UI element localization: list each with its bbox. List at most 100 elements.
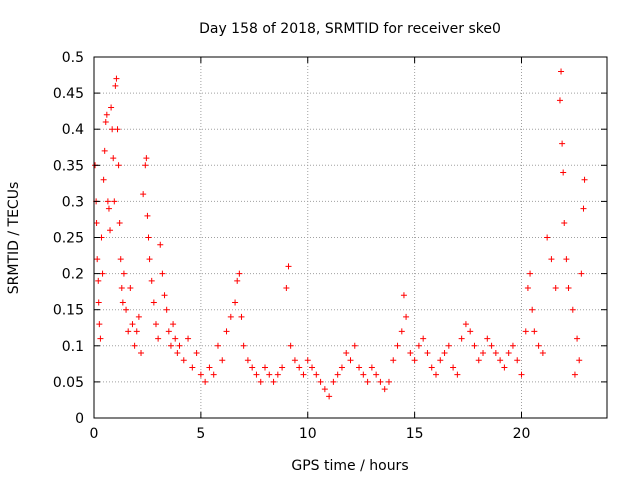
data-point [227,313,234,320]
y-tick-label: 0 [75,411,84,427]
data-point [94,256,101,263]
data-point [454,371,461,378]
data-point [304,357,311,364]
data-point [234,277,241,284]
data-point [535,342,542,349]
data-point [133,328,140,335]
data-point [559,140,566,147]
data-point [475,357,482,364]
y-tick-label: 0.25 [53,231,84,247]
data-point [509,342,516,349]
data-point [368,364,375,371]
data-point [424,350,431,357]
x-tick-label: 20 [513,426,531,442]
data-point [462,321,469,328]
y-tick-label: 0.1 [62,339,84,355]
data-point [150,299,157,306]
data-point [95,277,102,284]
data-point [105,205,112,212]
grid-layer [94,57,607,418]
data-point [117,256,124,263]
data-point [125,328,132,335]
data-point [373,371,380,378]
data-point [377,378,384,385]
data-point [381,386,388,393]
data-point [317,378,324,385]
data-point [103,111,110,118]
data-point [185,335,192,342]
data-point [548,256,555,263]
data-point [146,256,153,263]
data-point [266,371,273,378]
data-point [450,364,457,371]
data-point [110,155,117,162]
data-point [398,328,405,335]
data-point [120,270,127,277]
data-point [330,378,337,385]
points-layer [92,68,588,400]
chart-title: Day 158 of 2018, SRMTID for receiver ske… [199,21,501,37]
data-point [114,126,121,133]
plot-frame [93,56,608,419]
data-point [140,191,147,198]
data-point [433,371,439,378]
data-point [214,342,221,349]
data-point [138,350,145,357]
data-point [131,342,138,349]
y-tick-label: 0.15 [53,303,84,319]
data-point [219,357,226,364]
data-point [514,357,521,364]
data-point [296,364,303,371]
y-tick-label: 0.2 [62,267,84,283]
data-point [580,205,587,212]
data-point [163,306,170,313]
y-tick-label: 0.05 [53,375,84,391]
data-point [544,234,551,241]
data-point [123,306,130,313]
data-point [563,256,570,263]
data-point [167,342,174,349]
data-point [561,220,568,227]
data-point [364,378,371,385]
x-axis-label: GPS time / hours [291,458,408,474]
data-point [309,364,316,371]
data-point [360,371,367,378]
data-point [558,68,565,75]
data-point [569,306,576,313]
data-point [174,350,181,357]
data-point [274,371,281,378]
data-point [415,342,422,349]
data-point [565,285,572,292]
data-point [155,335,162,342]
x-tick-label: 5 [196,426,205,442]
data-point [180,357,187,364]
data-point [334,371,341,378]
data-point [210,371,217,378]
data-point [145,234,152,241]
x-tick-label: 10 [299,426,317,442]
data-point [347,357,354,364]
data-point [111,198,118,205]
data-point [411,357,418,364]
data-point [143,155,150,162]
data-point [144,212,151,219]
data-point [400,292,407,299]
data-point [505,350,512,357]
data-point [172,335,179,342]
data-point [116,220,123,227]
data-point [102,118,109,125]
data-point [112,82,119,89]
data-point [351,342,358,349]
data-point [93,220,100,227]
data-point [115,162,122,169]
data-point [403,313,410,320]
data-point [152,321,159,328]
data-point [202,378,209,385]
data-point [300,371,307,378]
x-tick-label: 0 [90,426,99,442]
data-point [291,357,298,364]
data-point [206,364,213,371]
data-point [253,371,260,378]
data-point [135,313,142,320]
